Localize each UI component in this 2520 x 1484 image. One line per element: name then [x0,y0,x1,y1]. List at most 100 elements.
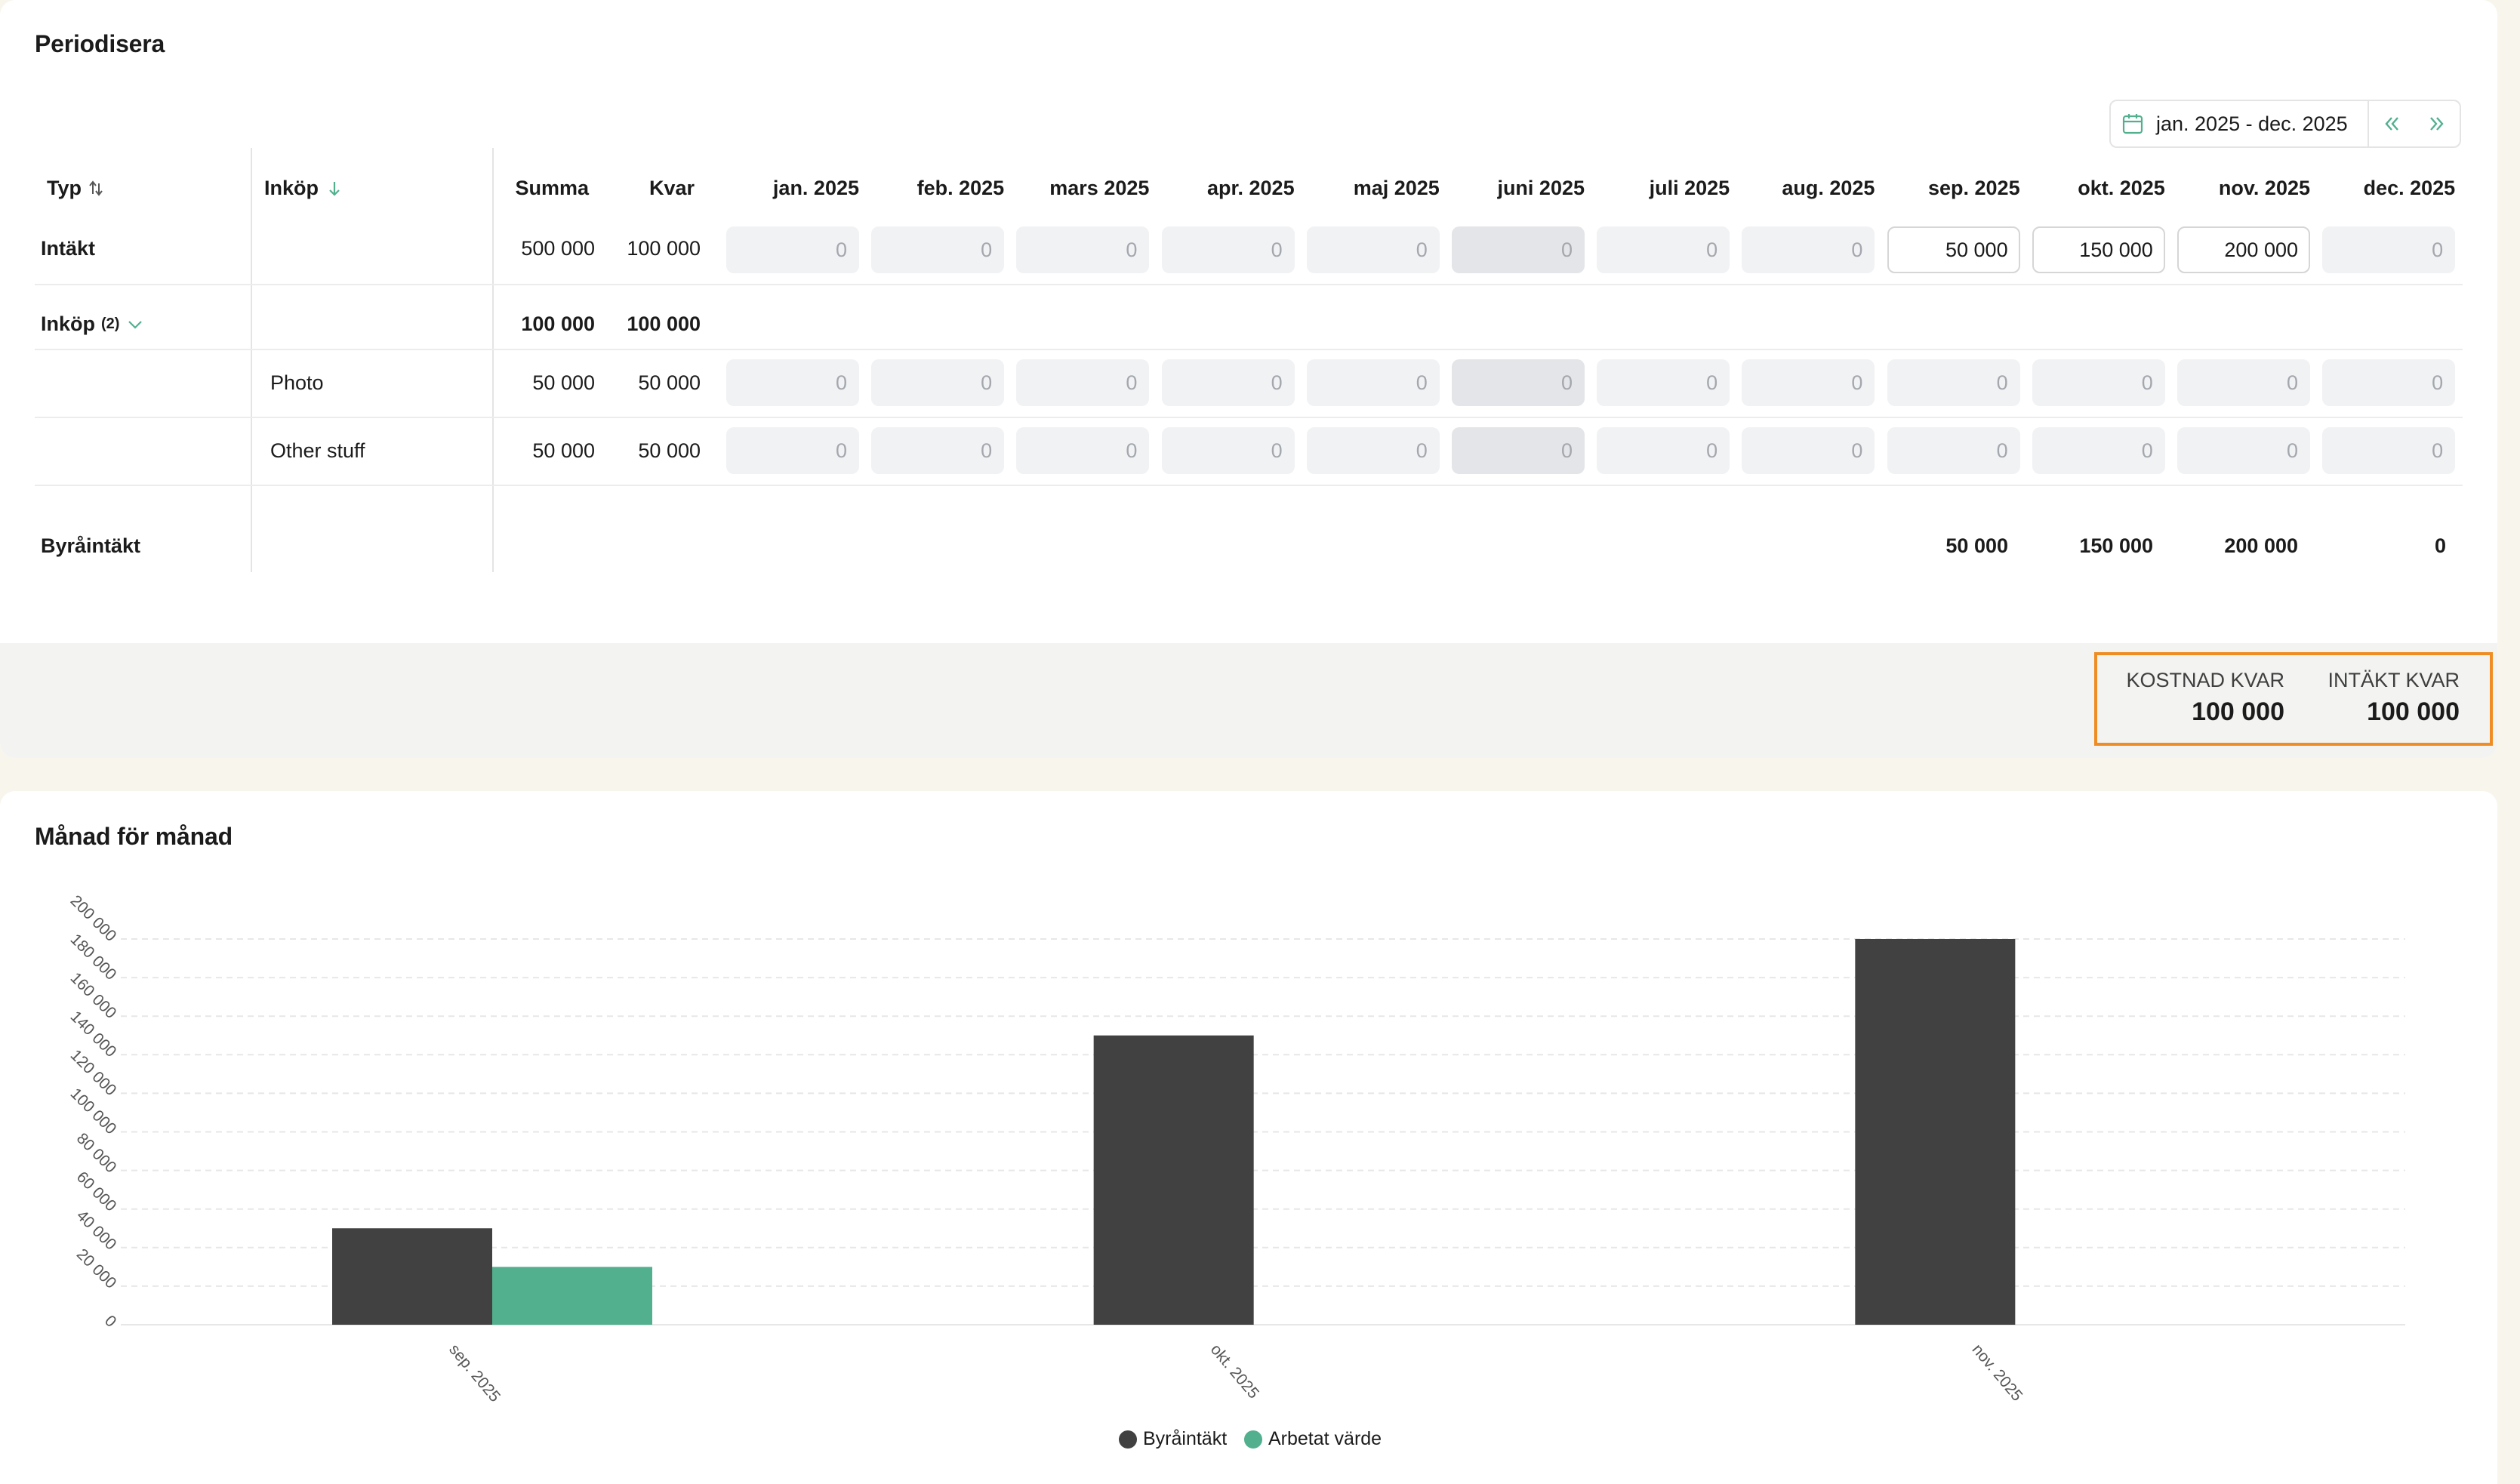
inkop-group-summa: 100 000 [521,313,595,335]
bar-byraintakt[interactable] [332,1228,492,1325]
photo-month-input[interactable]: 0 [1887,359,2020,406]
inkop-group-toggle[interactable]: Inköp (2) [41,313,145,336]
photo-month-input[interactable]: 0 [871,359,1005,406]
other-stuff-month-input[interactable]: 0 [871,427,1005,474]
byraintakt-sep: 50 000 [1945,534,2008,557]
intakt-month-input[interactable]: 0 [871,226,1005,273]
intakt-month-input[interactable]: 0 [1161,226,1295,273]
row-divider [35,284,2463,285]
header-month: nov. 2025 [2218,177,2310,199]
photo-month-input[interactable]: 0 [1597,359,1730,406]
other-stuff-month-input[interactable]: 0 [1742,427,1875,474]
other-stuff-month-input[interactable]: 0 [2177,427,2310,474]
row-divider [35,349,2463,350]
chart-title: Månad för månad [35,823,233,850]
bar-arbetat-varde[interactable] [492,1267,652,1325]
intakt-kvar-value: 100 000 [2367,697,2460,726]
other-stuff-month-input: 0 [1452,427,1585,474]
header-month: feb. 2025 [917,177,1005,199]
row-label-other-stuff: Other stuff [270,439,365,462]
header-month: okt. 2025 [2078,177,2165,199]
legend-item-byraintakt[interactable]: Byråintäkt [1119,1428,1227,1450]
header-kvar: Kvar [648,177,695,199]
intakt-summa: 500 000 [521,237,595,260]
chevron-down-icon [128,320,143,329]
header-month: juli 2025 [1649,177,1730,199]
other-stuff-month-input[interactable]: 0 [1887,427,2020,474]
x-tick-label: sep. 2025 [445,1341,504,1405]
header-month: aug. 2025 [1782,177,1875,199]
photo-month-input[interactable]: 0 [2177,359,2310,406]
photo-kvar: 50 000 [638,371,701,394]
header-month: apr. 2025 [1207,177,1295,199]
header-inkop-label: Inköp [264,177,319,199]
other-stuff-month-input[interactable]: 0 [1016,427,1150,474]
row-label-intakt: Intäkt [41,237,96,260]
photo-month-input[interactable]: 0 [1161,359,1295,406]
byraintakt-nov: 200 000 [2224,534,2298,557]
intakt-month-input[interactable]: 0 [2322,226,2456,273]
legend-swatch [1244,1430,1262,1449]
chevrons-right-icon [2430,117,2444,131]
chevrons-left-icon [2385,117,2398,131]
other-stuff-month-input[interactable]: 0 [1161,427,1295,474]
other-stuff-month-input[interactable]: 0 [2322,427,2456,474]
intakt-month-input[interactable]: 50 000 [1887,226,2020,273]
x-tick-label: okt. 2025 [1207,1341,1262,1402]
row-label-photo: Photo [270,371,324,394]
inkop-group-kvar: 100 000 [627,313,701,335]
legend-label: Byråintäkt [1143,1428,1228,1449]
intakt-kvar: 100 000 [627,237,701,260]
intakt-month-input[interactable]: 0 [1306,226,1440,273]
photo-month-input[interactable]: 0 [2032,359,2165,406]
date-range-label: jan. 2025 - dec. 2025 [2156,112,2348,135]
legend-swatch [1119,1430,1137,1449]
header-typ[interactable]: Typ [47,177,106,200]
intakt-month-input[interactable]: 150 000 [2032,226,2165,273]
other-stuff-month-input[interactable]: 0 [2032,427,2165,474]
y-tick-label: 80 000 [73,1130,120,1177]
header-month: sep. 2025 [1928,177,2020,199]
photo-month-input[interactable]: 0 [1306,359,1440,406]
other-stuff-month-input[interactable]: 0 [1306,427,1440,474]
other-stuff-month-input[interactable]: 0 [1597,427,1730,474]
intakt-month-input[interactable]: 0 [726,226,859,273]
inkop-group-count: (2) [101,316,120,332]
summary-highlight [2094,652,2493,746]
date-range-picker[interactable]: jan. 2025 - dec. 2025 [2109,100,2461,148]
row-label-byraintakt: Byråintäkt [41,534,141,557]
header-inkop[interactable]: Inköp [264,177,344,200]
next-period-button[interactable] [2414,101,2460,146]
monthly-chart-card: Månad för månad 0 20 000 40 000 60 000 80 00… [0,791,2497,1484]
other-stuff-month-input[interactable]: 0 [726,427,859,474]
bar-byraintakt[interactable] [1855,939,2016,1325]
photo-month-input[interactable]: 0 [1016,359,1150,406]
row-divider [35,417,2463,418]
header-month: dec. 2025 [2363,177,2456,199]
intakt-month-input: 0 [1452,226,1585,273]
legend-label: Arbetat värde [1268,1428,1382,1449]
header-month: jan. 2025 [772,177,859,199]
sort-down-icon [329,181,340,196]
intakt-month-input[interactable]: 0 [1016,226,1150,273]
header-month: juni 2025 [1497,177,1585,199]
byraintakt-okt: 150 000 [2079,534,2153,557]
y-tick-label: 60 000 [73,1168,120,1215]
photo-month-input[interactable]: 0 [2322,359,2456,406]
y-tick-label: 0 [101,1312,120,1331]
legend-item-arbetat-varde[interactable]: Arbetat värde [1244,1428,1382,1450]
bar-byraintakt[interactable] [1093,1035,1254,1325]
photo-month-input[interactable]: 0 [1742,359,1875,406]
kostnad-kvar-label: KOSTNAD KVAR [2126,669,2284,691]
intakt-month-input[interactable]: 0 [1742,226,1875,273]
y-tick-label: 20 000 [73,1245,120,1292]
header-month: maj 2025 [1353,177,1440,199]
photo-month-input: 0 [1452,359,1585,406]
intakt-month-input[interactable]: 200 000 [2177,226,2310,273]
previous-period-button[interactable] [2368,101,2414,146]
photo-month-input[interactable]: 0 [726,359,859,406]
periodisera-title: Periodisera [35,30,165,57]
intakt-month-input[interactable]: 0 [1597,226,1730,273]
sort-both-icon [89,180,103,196]
